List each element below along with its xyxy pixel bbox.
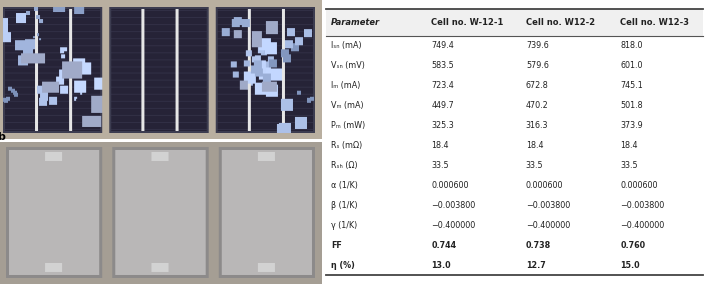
Text: 33.5: 33.5 xyxy=(431,161,449,170)
Text: 601.0: 601.0 xyxy=(620,61,643,70)
Text: η (%): η (%) xyxy=(332,261,355,270)
Text: 18.4: 18.4 xyxy=(620,141,638,150)
Text: 449.7: 449.7 xyxy=(431,101,455,110)
Text: Rₛ (mΩ): Rₛ (mΩ) xyxy=(332,141,363,150)
Text: 739.6: 739.6 xyxy=(526,41,549,50)
Text: Iₘ (mA): Iₘ (mA) xyxy=(332,81,361,90)
Text: 316.3: 316.3 xyxy=(526,121,549,130)
Text: −0.400000: −0.400000 xyxy=(620,221,665,230)
Text: 749.4: 749.4 xyxy=(431,41,455,50)
Text: Iₛₙ (mA): Iₛₙ (mA) xyxy=(332,41,362,50)
Text: 15.0: 15.0 xyxy=(620,261,640,270)
Text: Cell no. W12-3: Cell no. W12-3 xyxy=(620,18,689,26)
Text: Cell no. W-12-1: Cell no. W-12-1 xyxy=(431,18,504,26)
Text: 18.4: 18.4 xyxy=(431,141,449,150)
Text: 723.4: 723.4 xyxy=(431,81,455,90)
Text: Parameter: Parameter xyxy=(332,18,380,26)
Text: 0.738: 0.738 xyxy=(526,241,551,250)
Text: 470.2: 470.2 xyxy=(526,101,549,110)
Text: 373.9: 373.9 xyxy=(620,121,643,130)
Text: 579.6: 579.6 xyxy=(526,61,549,70)
Text: γ (1/K): γ (1/K) xyxy=(332,221,358,230)
Text: Vₛₙ (mV): Vₛₙ (mV) xyxy=(332,61,366,70)
Text: Cell no. W12-2: Cell no. W12-2 xyxy=(526,18,595,26)
Text: 672.8: 672.8 xyxy=(526,81,549,90)
Text: Rₛₕ (Ω): Rₛₕ (Ω) xyxy=(332,161,358,170)
Text: α (1/K): α (1/K) xyxy=(332,181,358,190)
Text: 0.760: 0.760 xyxy=(620,241,645,250)
Text: b: b xyxy=(0,132,5,142)
Text: 818.0: 818.0 xyxy=(620,41,643,50)
Text: −0.400000: −0.400000 xyxy=(431,221,476,230)
Text: 33.5: 33.5 xyxy=(526,161,544,170)
Text: 0.000600: 0.000600 xyxy=(620,181,658,190)
Text: Pₘ (mW): Pₘ (mW) xyxy=(332,121,366,130)
Text: −0.003800: −0.003800 xyxy=(620,201,665,210)
Text: 33.5: 33.5 xyxy=(620,161,638,170)
Text: 583.5: 583.5 xyxy=(431,61,455,70)
Text: 0.000600: 0.000600 xyxy=(431,181,469,190)
Text: 12.7: 12.7 xyxy=(526,261,546,270)
Text: Vₘ (mA): Vₘ (mA) xyxy=(332,101,364,110)
Text: 501.8: 501.8 xyxy=(620,101,643,110)
Bar xyxy=(325,9,703,36)
Text: 13.0: 13.0 xyxy=(431,261,451,270)
Text: β (1/K): β (1/K) xyxy=(332,201,358,210)
Text: FF: FF xyxy=(332,241,342,250)
Text: 0.744: 0.744 xyxy=(431,241,457,250)
Text: −0.400000: −0.400000 xyxy=(526,221,570,230)
Text: 745.1: 745.1 xyxy=(620,81,643,90)
Text: 18.4: 18.4 xyxy=(526,141,544,150)
Text: 0.000600: 0.000600 xyxy=(526,181,563,190)
Text: −0.003800: −0.003800 xyxy=(431,201,476,210)
Text: −0.003800: −0.003800 xyxy=(526,201,570,210)
Text: 325.3: 325.3 xyxy=(431,121,455,130)
